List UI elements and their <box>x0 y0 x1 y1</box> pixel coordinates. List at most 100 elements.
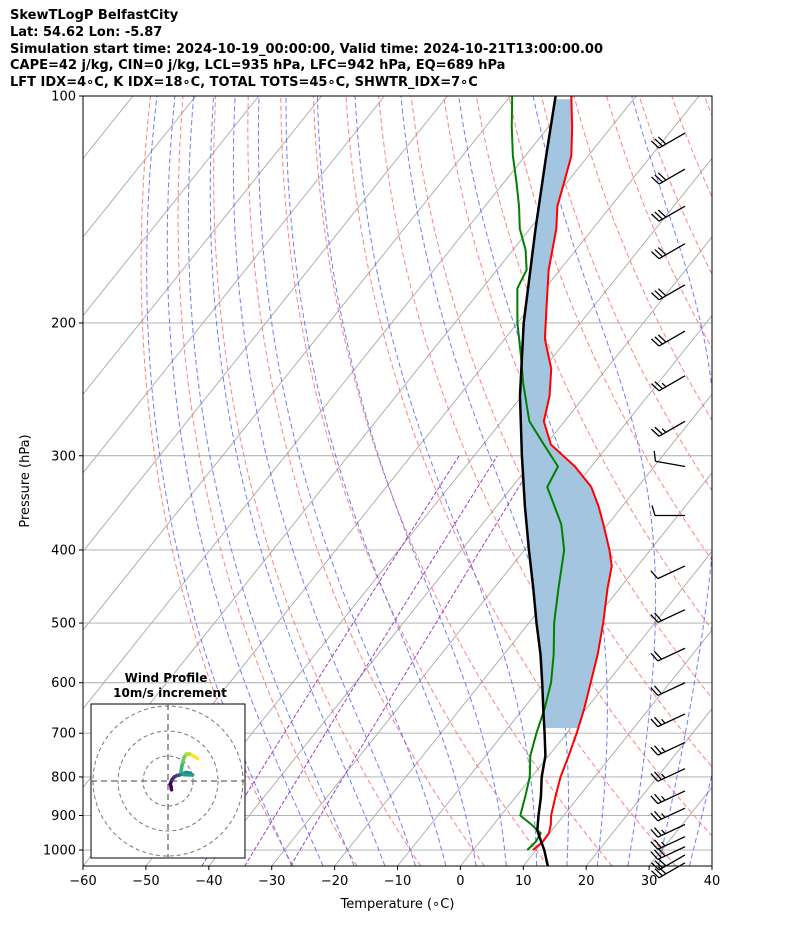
wind-barb <box>650 682 686 697</box>
dry-adiabat <box>573 96 712 422</box>
isotherm-line <box>145 157 712 866</box>
barb-flag <box>657 334 667 343</box>
barb-flag <box>654 290 663 299</box>
location-line: Lat: 54.62 Lon: -5.87 <box>10 24 163 40</box>
parcel-line <box>518 96 557 866</box>
axes: −60 −50 −40 −30 −20 −10 0 10 20 30 40 100 200 300 400 5… <box>18 90 720 913</box>
barb-shaft <box>658 243 686 260</box>
dry-adiabat <box>213 96 422 866</box>
x-tick-label: 0 <box>456 874 464 889</box>
barb-half-flag <box>661 813 666 818</box>
barb-flag <box>654 174 663 183</box>
mixing-ratio-line <box>290 455 539 866</box>
isotherm-line <box>397 472 712 866</box>
barb-flag <box>651 505 656 516</box>
moist-adiabat <box>209 96 386 866</box>
isotherm-line <box>83 96 574 710</box>
barb-flag <box>654 839 662 849</box>
barb-flag <box>650 428 660 437</box>
dry-adiabat <box>312 96 613 866</box>
dry-adiabat <box>345 96 677 866</box>
y-tick-label: 300 <box>51 449 76 464</box>
wind-barb <box>650 375 686 392</box>
barb-shaft <box>657 846 686 860</box>
hodograph-plot <box>91 704 245 858</box>
y-tick-label: 500 <box>51 617 76 632</box>
x-tick-label: 10 <box>515 874 532 889</box>
barb-flag <box>650 851 659 860</box>
barb-shaft <box>658 375 686 392</box>
dry-adiabat <box>671 96 712 199</box>
barb-half-flag <box>661 382 667 388</box>
barb-shaft <box>658 168 686 185</box>
moist-adiabat <box>720 96 794 866</box>
moist-adiabat <box>232 96 416 866</box>
barb-flag <box>650 718 659 728</box>
x-tick-label: −50 <box>132 874 159 889</box>
barb-half-flag <box>661 747 666 753</box>
barb-flag <box>654 810 662 820</box>
hodograph-subtitle: 10m/s increment <box>113 686 227 700</box>
barb-shaft <box>658 854 686 871</box>
barb-flag <box>657 136 667 145</box>
isotherm-line <box>83 96 385 474</box>
time-line: Simulation start time: 2024-10-19_00:00:… <box>10 41 603 57</box>
wind-barb <box>650 713 686 728</box>
barb-flag <box>657 172 667 181</box>
barb-flag <box>650 140 660 149</box>
dry-adiabat <box>703 96 712 118</box>
y-tick-label: 700 <box>51 727 76 742</box>
wind-barb <box>650 823 686 838</box>
dry-adiabat <box>638 96 712 276</box>
x-tick-label: −20 <box>321 874 348 889</box>
dry-adiabat <box>280 96 549 866</box>
wind-barb <box>650 168 686 185</box>
wind-barb <box>650 768 686 782</box>
dry-adiabat <box>606 96 712 350</box>
barb-flag <box>650 841 659 850</box>
wind-barb <box>650 330 686 347</box>
barb-flag <box>654 211 663 220</box>
isotherm-line <box>208 236 712 866</box>
isotherm-line <box>83 96 448 553</box>
barb-half-flag <box>661 428 667 433</box>
barb-flag <box>654 716 662 726</box>
isotherm-line <box>83 96 511 631</box>
x-tick-label: −40 <box>195 874 222 889</box>
barb-shaft <box>657 836 686 850</box>
barb-flag <box>654 612 662 622</box>
barb-flag <box>654 868 663 877</box>
barb-shaft <box>657 790 686 805</box>
barb-shaft <box>657 682 686 697</box>
barb-flag <box>654 849 662 859</box>
barb-flag <box>650 251 660 260</box>
hodograph-segment <box>193 755 200 761</box>
wind-barb <box>650 609 686 623</box>
barb-flag <box>650 687 659 696</box>
dry-adiabat <box>737 96 794 866</box>
barb-shaft <box>658 420 686 437</box>
barb-flag <box>654 381 663 390</box>
barb-flag <box>654 426 663 435</box>
barb-half-flag <box>661 841 666 847</box>
y-tick-label: 900 <box>51 809 76 824</box>
wind-barb <box>650 243 686 260</box>
barb-flag <box>657 858 667 867</box>
x-tick-label: −30 <box>258 874 285 889</box>
barb-flag <box>654 138 663 147</box>
y-tick-label: 100 <box>51 90 76 105</box>
x-tick-label: 40 <box>704 874 721 889</box>
indices-line-2: LFT IDX=4∘C, K IDX=18∘C, TOTAL TOTS=45∘C… <box>10 75 478 91</box>
profile-lines <box>510 96 613 866</box>
barb-flag <box>657 288 667 297</box>
barb-shaft <box>655 460 686 468</box>
wind-barb <box>653 450 686 468</box>
wind-barb <box>650 807 686 822</box>
y-tick-label: 200 <box>51 316 76 331</box>
hodograph-ring <box>117 730 219 832</box>
indices-line-1: CAPE=42 j/kg, CIN=0 j/kg, LCL=935 hPa, L… <box>10 58 506 74</box>
wind-barb <box>650 836 686 850</box>
x-tick-label: −60 <box>69 874 96 889</box>
